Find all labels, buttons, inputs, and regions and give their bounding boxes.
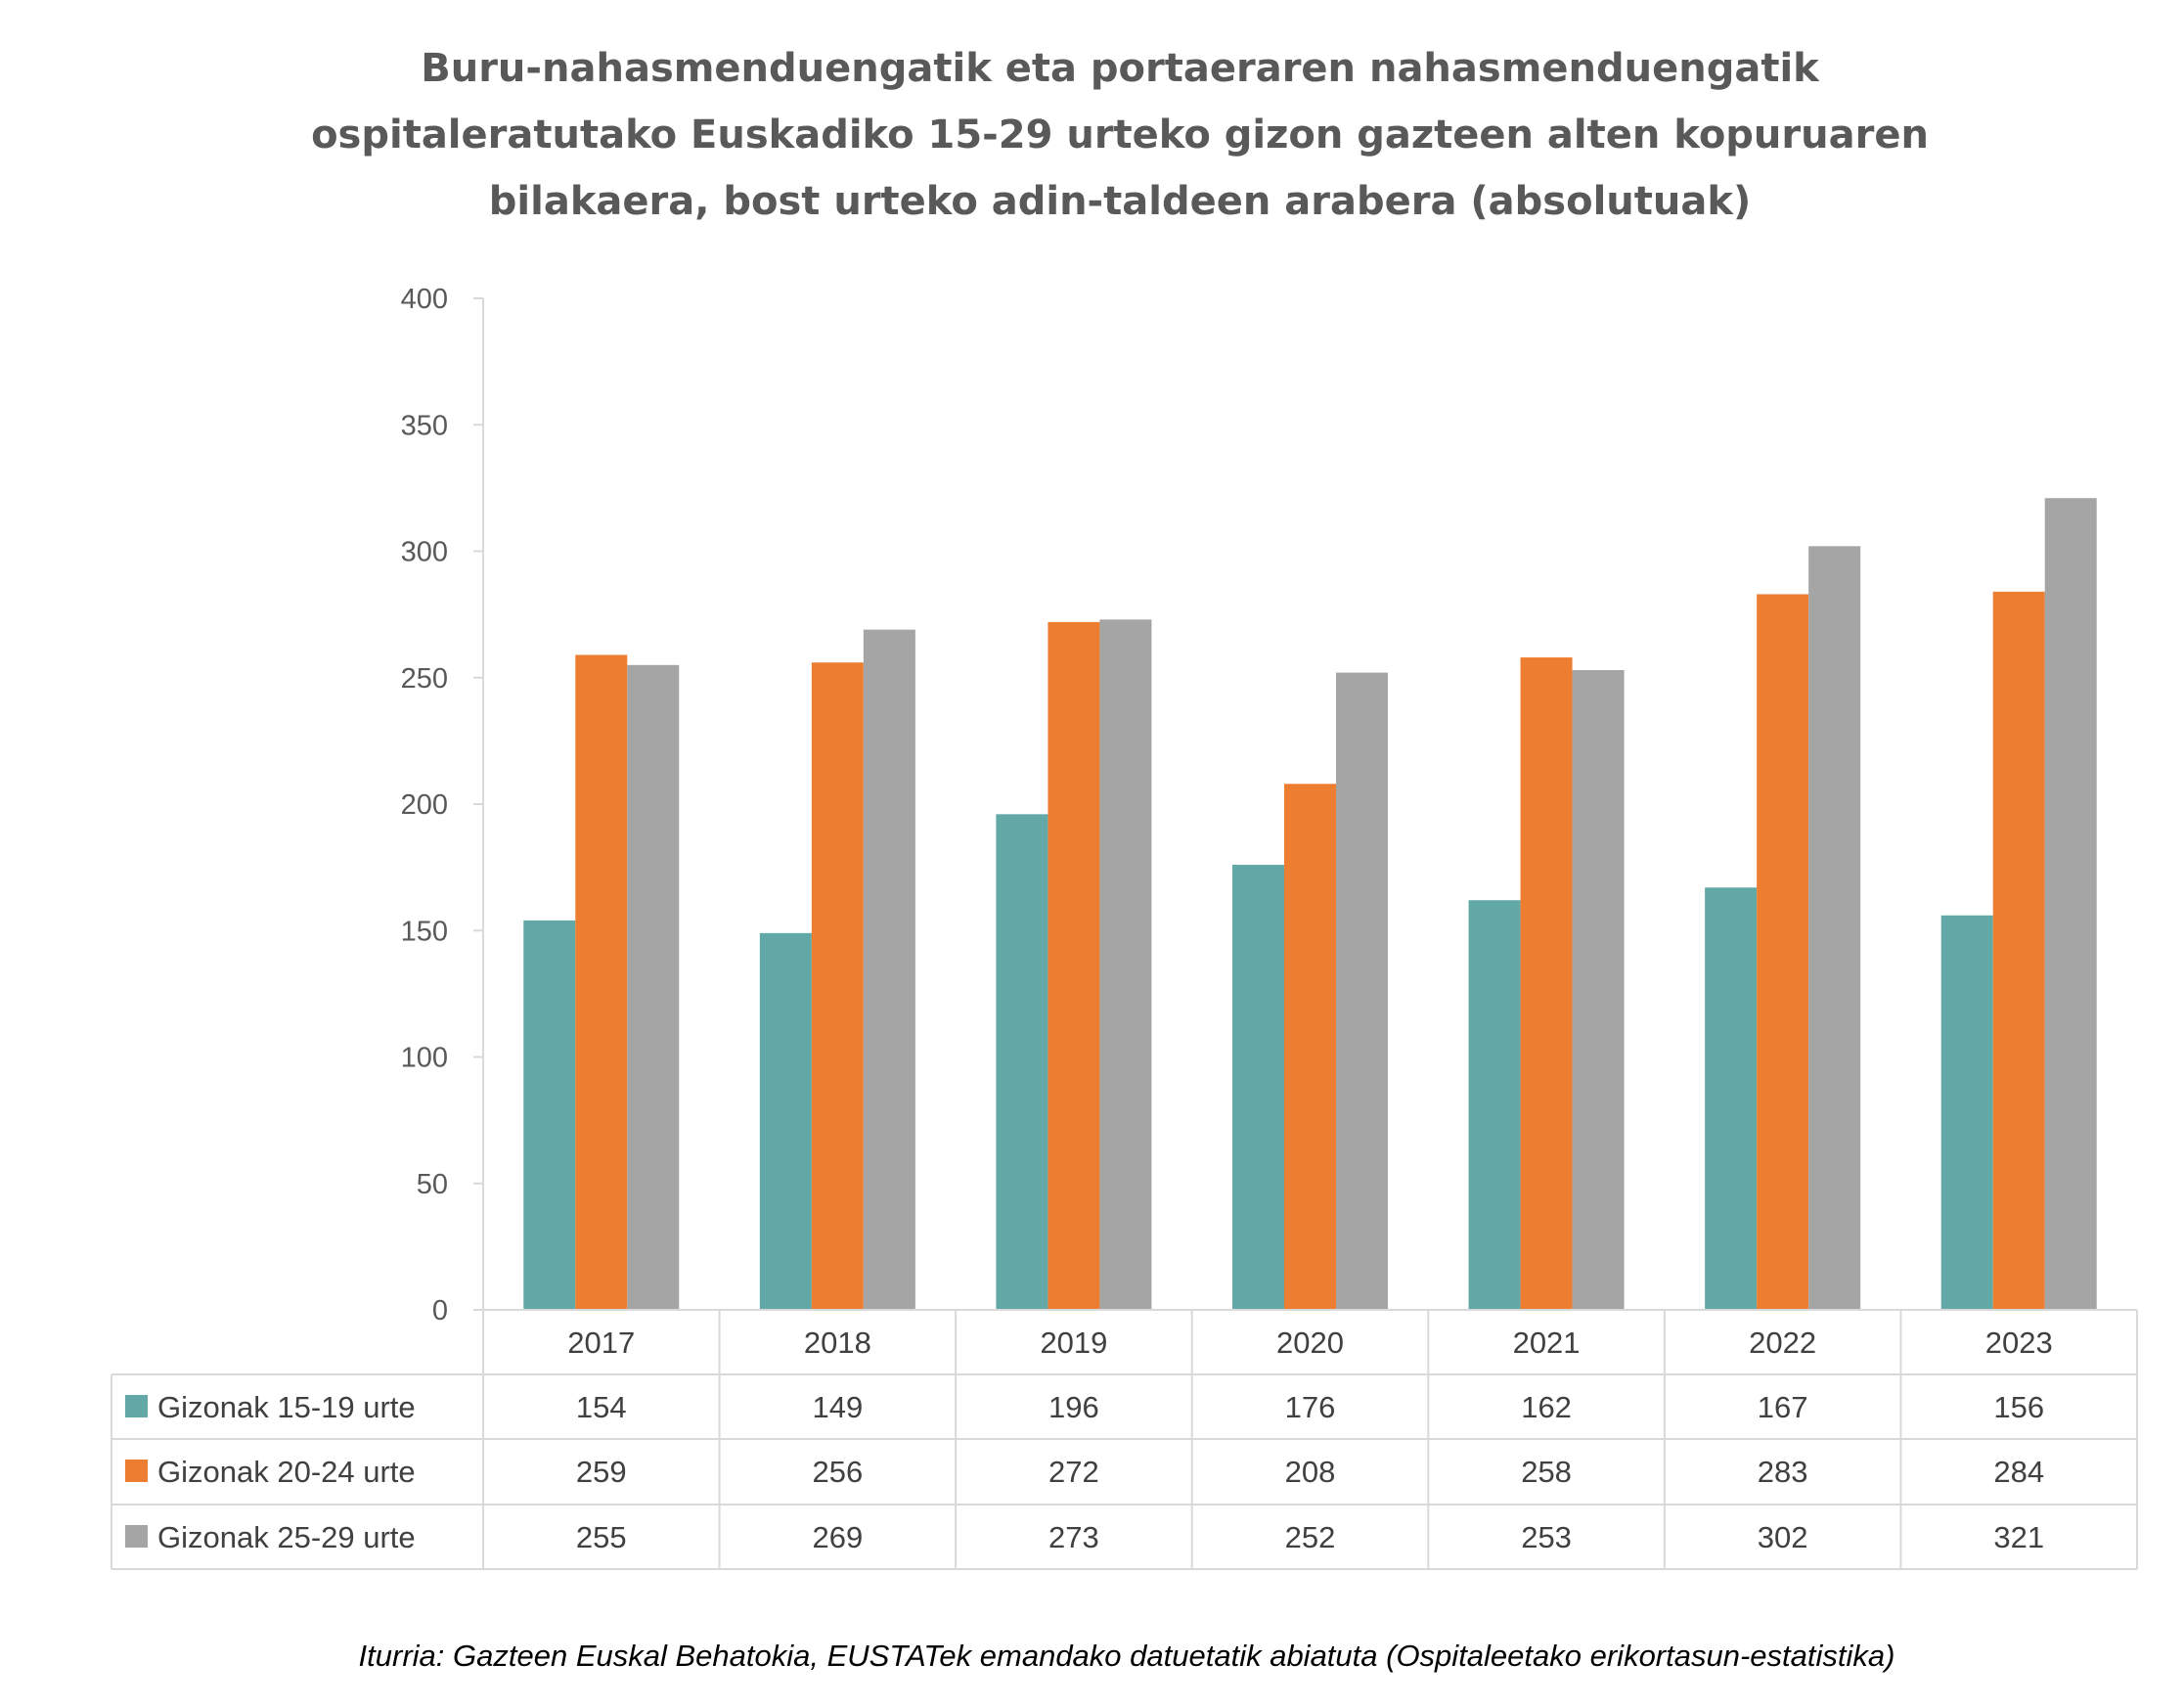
- legend-swatch: [125, 1525, 148, 1548]
- bar: [1336, 672, 1388, 1310]
- bar: [1047, 621, 1100, 1310]
- data-label: 167: [1758, 1390, 1808, 1424]
- data-label: 256: [812, 1455, 863, 1489]
- bar: [996, 814, 1048, 1310]
- bar: [1808, 546, 1861, 1310]
- bar: [1520, 657, 1573, 1310]
- y-tick-label: 0: [432, 1295, 448, 1326]
- bar: [523, 920, 576, 1310]
- data-label: 284: [1993, 1455, 2044, 1489]
- x-tick-label: 2019: [1040, 1326, 1107, 1360]
- y-tick-label: 200: [401, 789, 448, 821]
- data-label: 162: [1521, 1390, 1572, 1424]
- x-tick-label: 2018: [804, 1326, 871, 1360]
- y-tick-label: 150: [401, 916, 448, 947]
- y-tick-label: 250: [401, 663, 448, 695]
- y-tick-label: 350: [401, 410, 448, 441]
- chart-title-line: Buru-nahasmenduengatik eta portaeraren n…: [421, 46, 1820, 91]
- data-label: 253: [1521, 1520, 1572, 1554]
- data-label: 156: [1993, 1390, 2044, 1424]
- bar: [1992, 591, 2045, 1310]
- data-label: 154: [576, 1390, 627, 1424]
- bar: [627, 664, 680, 1310]
- bar: [1468, 900, 1521, 1310]
- bar: [811, 662, 864, 1310]
- chart-title: Buru-nahasmenduengatik eta portaeraren n…: [311, 46, 1929, 224]
- bar: [1232, 865, 1284, 1310]
- data-label: 302: [1758, 1520, 1808, 1554]
- legend-swatch: [125, 1395, 148, 1417]
- bar: [575, 654, 628, 1310]
- data-label: 176: [1285, 1390, 1336, 1424]
- x-tick-label: 2022: [1749, 1326, 1816, 1360]
- data-label: 283: [1758, 1455, 1808, 1489]
- x-tick-label: 2023: [1985, 1326, 2053, 1360]
- data-table: 2017 2018 2019 2020 2021 2022 2023 Gizonak 15-1…: [111, 1309, 2138, 1570]
- bar: [1757, 594, 1809, 1310]
- bar: [1572, 669, 1625, 1310]
- y-tick-label: 400: [401, 284, 448, 315]
- data-label: 269: [812, 1520, 863, 1554]
- x-tick-label: 2017: [567, 1326, 635, 1360]
- bar: [1940, 915, 1993, 1310]
- data-label: 252: [1285, 1520, 1336, 1554]
- y-tick-label: 50: [417, 1169, 448, 1200]
- data-label: 255: [576, 1520, 627, 1554]
- data-label: 259: [576, 1455, 627, 1489]
- data-label: 149: [812, 1390, 863, 1424]
- bar: [2044, 498, 2097, 1311]
- x-tick-label: 2020: [1276, 1326, 1344, 1360]
- legend-swatch: [125, 1460, 148, 1482]
- bars: [523, 498, 2097, 1311]
- bar: [1284, 784, 1336, 1310]
- y-axis: 0 50 100 150 200 250 300 350 400: [401, 284, 484, 1326]
- data-label: 272: [1048, 1455, 1099, 1489]
- source-note: Iturria: Gazteen Euskal Behatokia, EUSTA…: [359, 1639, 1895, 1673]
- y-tick-label: 300: [401, 537, 448, 568]
- bar: [1099, 619, 1152, 1310]
- y-tick-label: 100: [401, 1043, 448, 1074]
- legend-label: Gizonak 20-24 urte: [157, 1455, 416, 1489]
- data-label: 321: [1993, 1520, 2044, 1554]
- chart-title-line: bilakaera, bost urteko adin-taldeen arab…: [489, 179, 1751, 224]
- data-label: 258: [1521, 1455, 1572, 1489]
- chart-title-line: ospitaleratutako Euskadiko 15-29 urteko …: [311, 112, 1929, 157]
- bar: [759, 932, 812, 1310]
- data-label: 196: [1048, 1390, 1099, 1424]
- x-tick-label: 2021: [1513, 1326, 1581, 1360]
- data-label: 273: [1048, 1520, 1099, 1554]
- legend-label: Gizonak 25-29 urte: [157, 1520, 416, 1554]
- bar: [863, 629, 915, 1310]
- data-label: 208: [1285, 1455, 1336, 1489]
- legend-label: Gizonak 15-19 urte: [157, 1390, 416, 1424]
- bar: [1705, 887, 1758, 1310]
